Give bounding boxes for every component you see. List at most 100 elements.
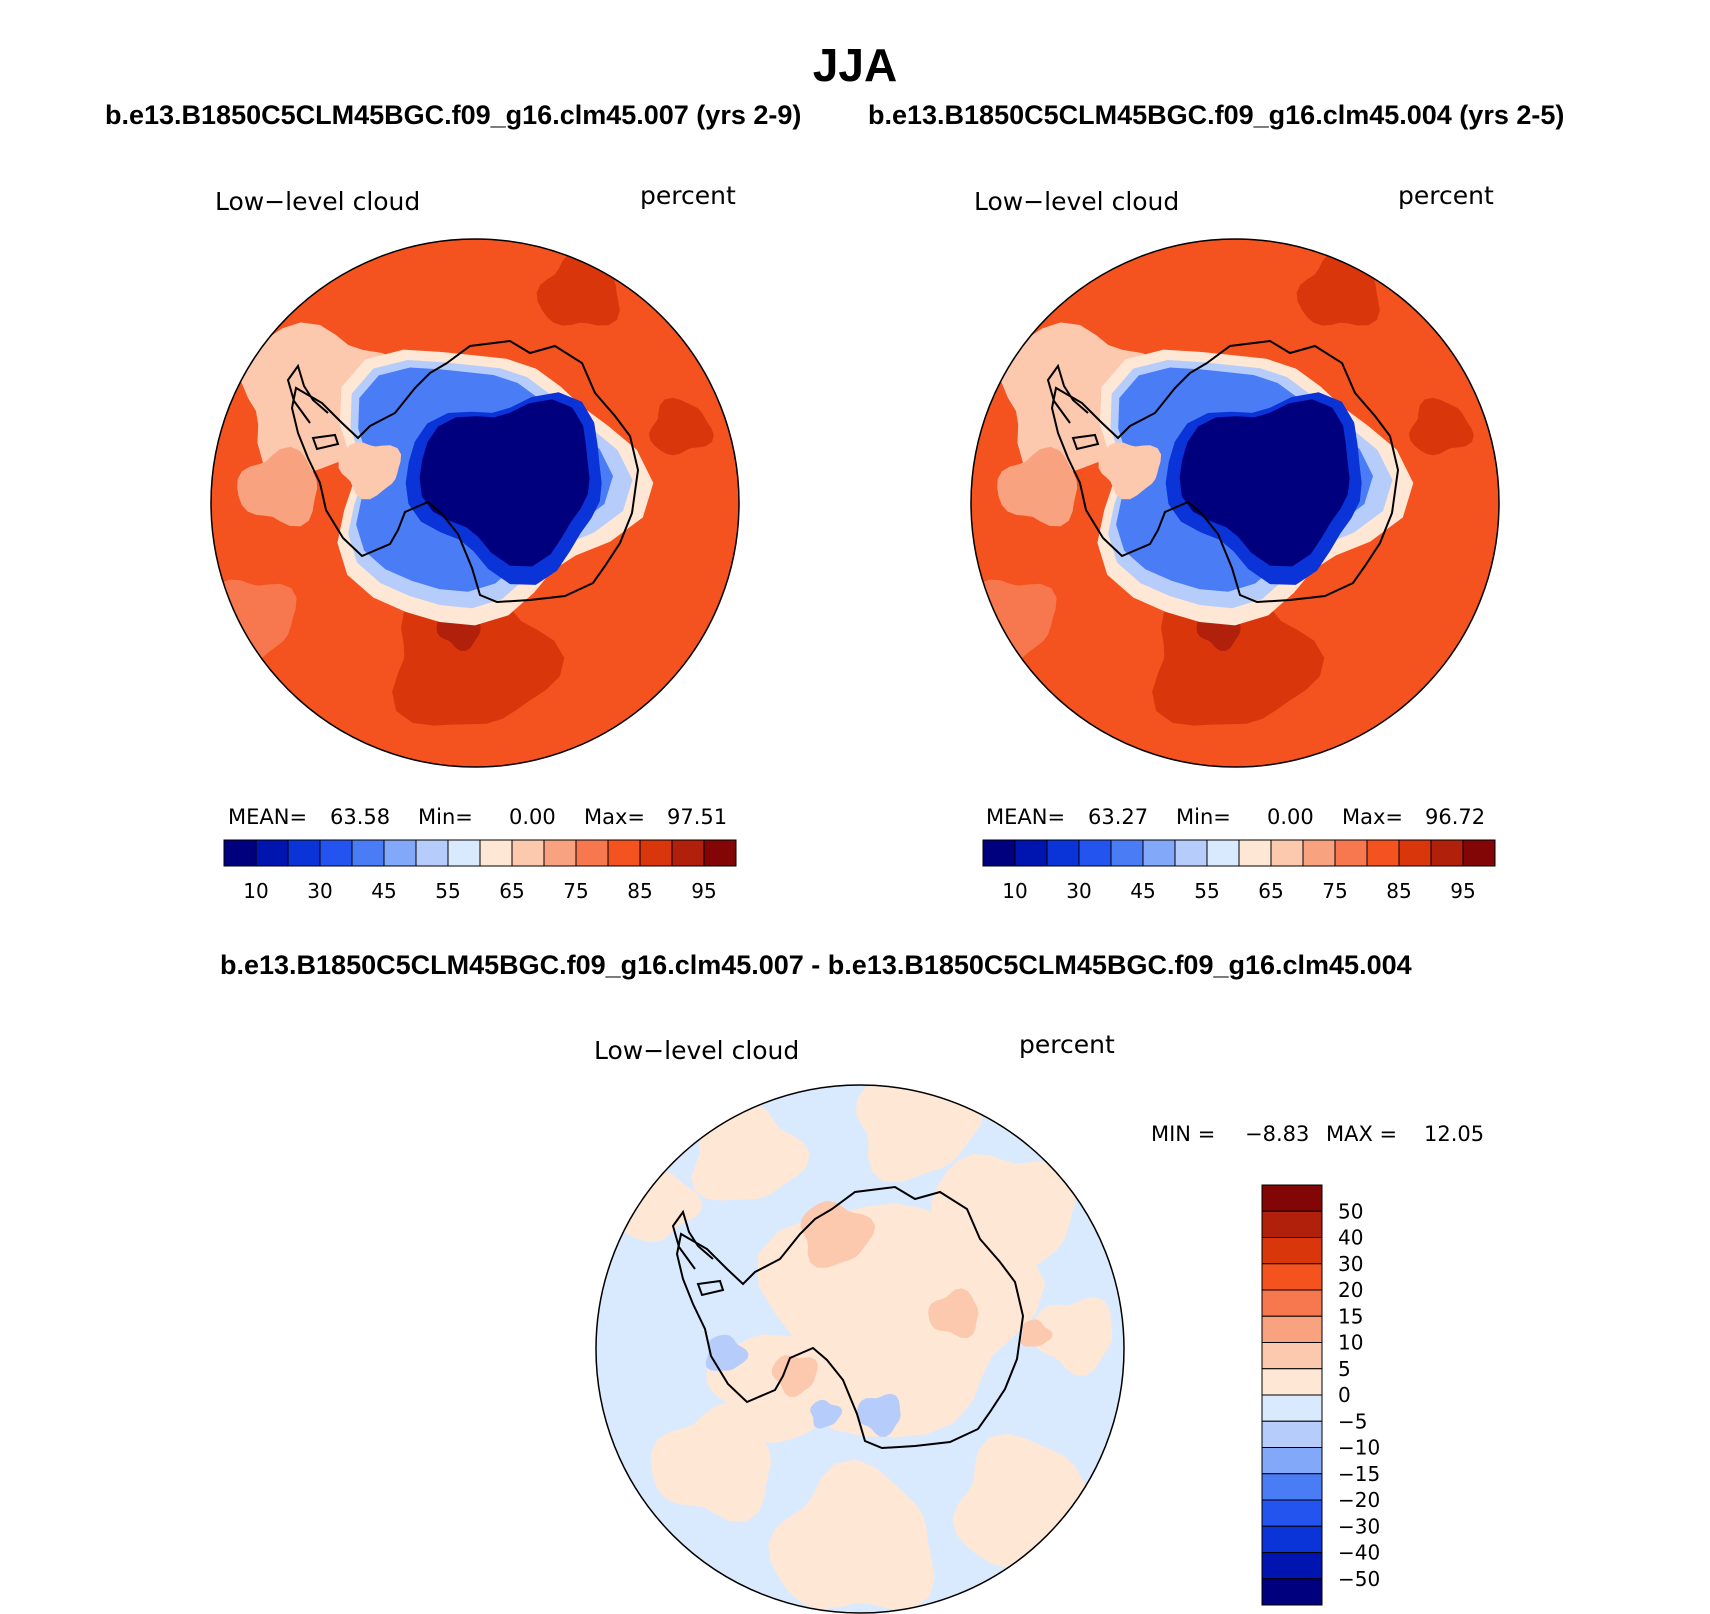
colorbar-box <box>1334 839 1368 867</box>
colorbar-box <box>511 839 545 867</box>
colorbar-tick-label: −50 <box>1338 1567 1380 1591</box>
colorbar-1: 10 30 45 55 65 75 85 95 <box>223 839 737 903</box>
min-label-2: Min= <box>1176 805 1231 829</box>
colorbar-tick-label: 20 <box>1338 1278 1363 1302</box>
diff-region-negative-2 <box>810 1399 843 1429</box>
colorbar-box <box>1261 1447 1323 1475</box>
colorbar-box <box>1261 1184 1323 1212</box>
colorbar-tick-label: 45 <box>371 879 396 903</box>
colorbar-box <box>1261 1315 1323 1343</box>
colorbar-box <box>1261 1263 1323 1291</box>
colorbar-box <box>287 839 321 867</box>
mean-value-2: 63.27 <box>1088 805 1149 829</box>
colorbar-box <box>543 839 577 867</box>
colorbar-box <box>1206 839 1240 867</box>
colorbar-box <box>1398 839 1432 867</box>
field-high-east <box>1408 397 1474 456</box>
colorbar-2: 10 30 45 55 65 75 85 95 <box>982 839 1496 903</box>
colorbar-tick-label: 65 <box>499 879 524 903</box>
colorbar-tick-label: −10 <box>1338 1436 1380 1460</box>
colorbar-tick-label: −15 <box>1338 1462 1380 1486</box>
variable-label-1: Low−level cloud <box>215 187 421 216</box>
colorbar-box <box>671 839 705 867</box>
min-value-2: 0.00 <box>1267 805 1314 829</box>
colorbar-box <box>415 839 449 867</box>
antarctica-coastline <box>675 1185 1025 1450</box>
header-top-right: b.e13.B1850C5CLM45BGC.f09_g16.clm45.004 … <box>868 100 1565 130</box>
colorbar-box <box>223 839 257 867</box>
variable-label-2: Low−level cloud <box>974 187 1180 216</box>
mean-label-2: MEAN= <box>986 805 1066 829</box>
colorbar-box <box>1261 1473 1323 1501</box>
map-boundary <box>970 238 1500 768</box>
colorbar-tick-label: −5 <box>1338 1409 1367 1433</box>
map-boundary <box>210 238 740 768</box>
mean-label-1: MEAN= <box>228 805 308 829</box>
colorbar-tick-label: 50 <box>1338 1199 1363 1223</box>
colorbar-tick-label: 55 <box>435 879 460 903</box>
figure-title: JJA <box>812 39 898 91</box>
colorbar-box <box>1142 839 1176 867</box>
colorbar-box <box>1046 839 1080 867</box>
colorbar-tick-label: −20 <box>1338 1488 1380 1512</box>
antarctic-peninsula <box>1046 363 1089 424</box>
colorbar-tick-label: 30 <box>1066 879 1091 903</box>
units-label-2: percent <box>1398 181 1494 210</box>
colorbar-box <box>1302 839 1336 867</box>
colorbar-box <box>1366 839 1400 867</box>
max-label-3: MAX = <box>1326 1122 1398 1146</box>
field-high-east <box>648 397 714 456</box>
diff-region-negative-1 <box>856 1393 901 1437</box>
colorbar-tick-label: 30 <box>307 879 332 903</box>
diff-region-positive-3 <box>1032 1297 1113 1376</box>
colorbar-box <box>703 839 737 867</box>
colorbar-box <box>607 839 641 867</box>
colorbar-box <box>447 839 481 867</box>
min-label-3: MIN = <box>1151 1122 1216 1146</box>
colorbar-box <box>1261 1578 1323 1606</box>
colorbar-box <box>383 839 417 867</box>
colorbar-box <box>1261 1552 1323 1580</box>
colorbar-box <box>1261 1368 1323 1396</box>
colorbar-box <box>982 839 1016 867</box>
antarctic-peninsula <box>286 363 329 424</box>
diff-region-positive-5 <box>768 1459 935 1610</box>
colorbar-tick-label: 15 <box>1338 1304 1363 1328</box>
mean-value-1: 63.58 <box>330 805 391 829</box>
map-panel-2 <box>970 238 1500 768</box>
colorbar-box <box>479 839 513 867</box>
colorbar-tick-label: 85 <box>627 879 652 903</box>
field-ross-sea <box>1098 442 1162 500</box>
colorbar-tick-label: 10 <box>1002 879 1027 903</box>
colorbar-box <box>319 839 353 867</box>
field-mid-west <box>237 446 318 527</box>
colorbar-tick-label: 30 <box>1338 1252 1363 1276</box>
field-ross-sea <box>338 442 402 500</box>
colorbar-box <box>1462 839 1496 867</box>
min-value-3: −8.83 <box>1245 1122 1310 1146</box>
header-difference: b.e13.B1850C5CLM45BGC.f09_g16.clm45.007 … <box>220 950 1412 980</box>
colorbar-box <box>639 839 673 867</box>
map-boundary <box>595 1084 1125 1614</box>
diff-region-negative-0 <box>705 1334 749 1371</box>
diff-region-strong-positive-3 <box>1020 1319 1053 1347</box>
colorbar-box <box>1174 839 1208 867</box>
colorbar-box <box>1110 839 1144 867</box>
min-label-1: Min= <box>418 805 473 829</box>
colorbar-tick-label: −40 <box>1338 1541 1380 1565</box>
antarctic-peninsula <box>671 1209 714 1270</box>
colorbar-box <box>255 839 289 867</box>
map-panel-3 <box>595 1084 1125 1614</box>
colorbar-box <box>1238 839 1272 867</box>
units-label-1: percent <box>640 181 736 210</box>
colorbar-tick-label: 65 <box>1258 879 1283 903</box>
colorbar-tick-label: −30 <box>1338 1514 1380 1538</box>
field-mid-west <box>997 446 1078 527</box>
colorbar-box <box>575 839 609 867</box>
diff-region-positive-0 <box>691 1100 810 1201</box>
colorbar-box <box>1261 1525 1323 1553</box>
variable-label-3: Low−level cloud <box>594 1036 800 1065</box>
colorbar-tick-label: 85 <box>1386 879 1411 903</box>
max-value-3: 12.05 <box>1424 1122 1485 1146</box>
